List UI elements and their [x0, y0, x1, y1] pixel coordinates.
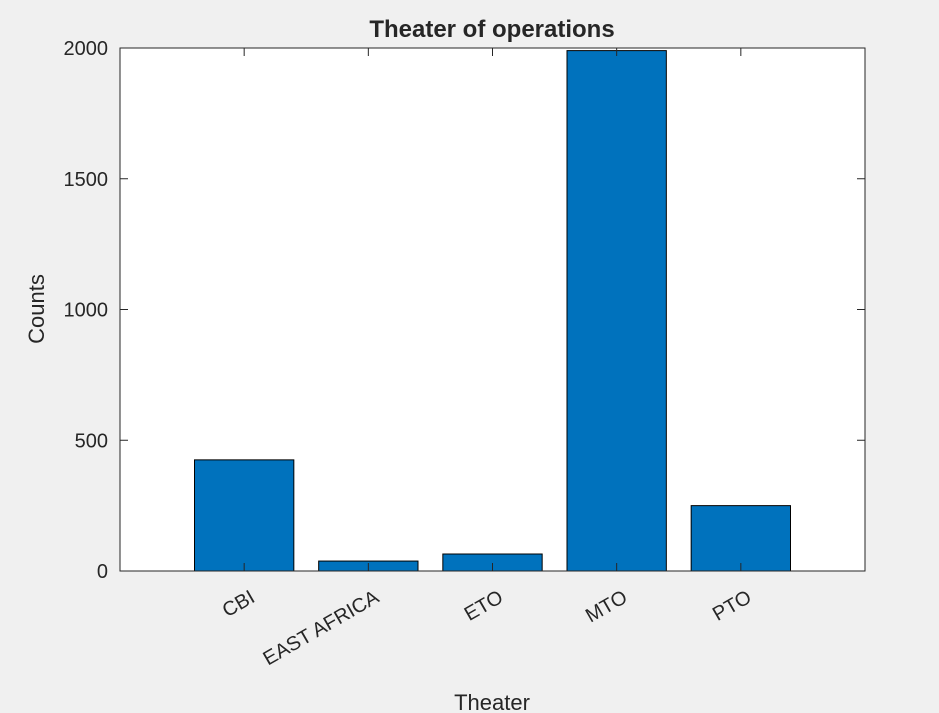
y-tick-label: 500: [75, 430, 108, 452]
chart-title: Theater of operations: [369, 16, 614, 43]
bar-cbi: [194, 459, 295, 572]
y-tick-label: 0: [97, 561, 108, 583]
x-axis-label: Theater: [454, 690, 530, 713]
bar-pto: [690, 505, 792, 572]
y-tick-label: 1500: [64, 169, 109, 191]
y-tick-label: 1000: [64, 300, 109, 322]
y-tick-label: 2000: [64, 38, 109, 60]
y-axis-label: Counts: [24, 274, 49, 344]
bar-mto: [566, 50, 667, 572]
